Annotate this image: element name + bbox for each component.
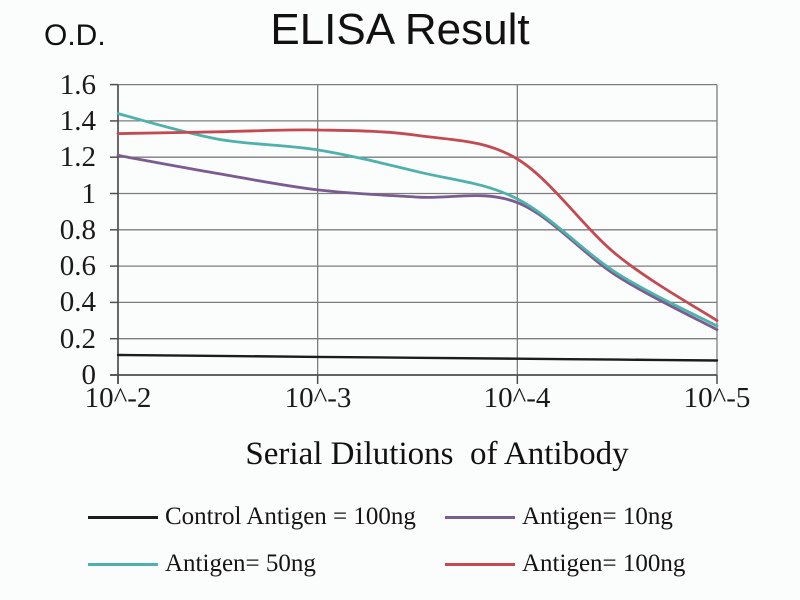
legend-line-swatch — [88, 515, 158, 519]
legend-row: Control Antigen = 100ng Antigen= 10ng — [0, 500, 800, 534]
y-axis-label: O.D. — [44, 19, 106, 52]
legend-label: Control Antigen = 100ng — [165, 503, 416, 530]
legend-label: Antigen= 50ng — [165, 550, 316, 577]
legend-label: Antigen= 10ng — [522, 503, 673, 530]
y-tick-label: 0.4 — [59, 286, 96, 318]
series-line-1 — [116, 154, 719, 331]
x-tick-label: 10^-3 — [284, 382, 352, 414]
y-tick-label: 1.4 — [59, 105, 96, 137]
legend-label: Antigen= 100ng — [522, 550, 686, 577]
legend-item-antigen-50ng: Antigen= 50ng — [88, 547, 316, 581]
legend-line-swatch — [445, 515, 515, 519]
legend-item-antigen-100ng: Antigen= 100ng — [445, 547, 685, 581]
legend-item-control-antigen: Control Antigen = 100ng — [88, 500, 416, 534]
y-tick-label: 1.6 — [59, 69, 96, 101]
chart-legend: Control Antigen = 100ng Antigen= 10ng An… — [0, 496, 800, 592]
y-tick-label: 0.6 — [59, 250, 96, 282]
legend-line-swatch — [445, 562, 515, 566]
legend-line-swatch — [88, 562, 158, 566]
x-tick-label: 10^-5 — [683, 382, 751, 414]
chart-title: ELISA Result — [270, 5, 530, 54]
y-tick-label: 1 — [81, 178, 97, 210]
series-line-2 — [116, 112, 719, 328]
legend-row: Antigen= 50ng Antigen= 100ng — [0, 547, 800, 581]
x-tick-label: 10^-2 — [84, 382, 152, 414]
x-tick-label: 10^-4 — [483, 382, 551, 414]
x-axis-label: Serial Dilutions of Antibody — [245, 436, 629, 472]
y-tick-label: 0 — [81, 359, 97, 391]
series-line-0 — [116, 353, 719, 362]
y-tick-label: 1.2 — [59, 141, 96, 173]
y-tick-label: 0.8 — [59, 214, 96, 246]
legend-item-antigen-10ng: Antigen= 10ng — [445, 500, 673, 534]
series-line-3 — [116, 128, 719, 322]
y-tick-label: 0.2 — [59, 323, 96, 355]
